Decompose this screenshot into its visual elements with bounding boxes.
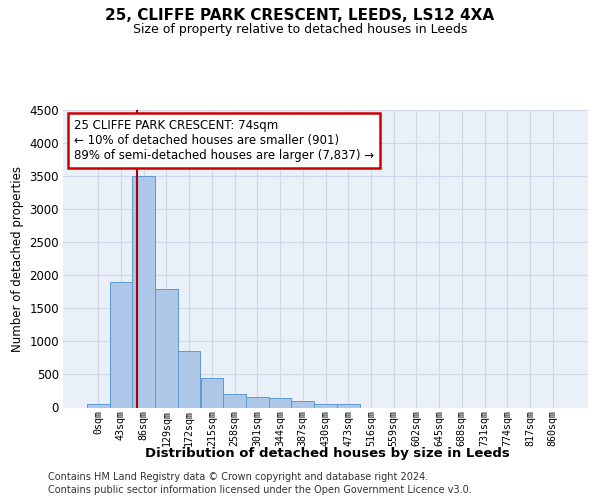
Bar [200,378,223,408]
Bar [246,398,269,407]
Text: Contains HM Land Registry data © Crown copyright and database right 2024.: Contains HM Land Registry data © Crown c… [48,472,428,482]
Text: Size of property relative to detached houses in Leeds: Size of property relative to detached ho… [133,22,467,36]
Bar [178,352,200,408]
Bar [155,288,178,408]
Text: 25, CLIFFE PARK CRESCENT, LEEDS, LS12 4XA: 25, CLIFFE PARK CRESCENT, LEEDS, LS12 4X… [106,8,494,22]
Text: 25 CLIFFE PARK CRESCENT: 74sqm
← 10% of detached houses are smaller (901)
89% of: 25 CLIFFE PARK CRESCENT: 74sqm ← 10% of … [74,119,374,162]
Bar [269,398,292,407]
Y-axis label: Number of detached properties: Number of detached properties [11,166,23,352]
Bar [337,404,359,407]
Text: Contains public sector information licensed under the Open Government Licence v3: Contains public sector information licen… [48,485,472,495]
Bar [133,176,155,408]
Bar [87,404,110,407]
Bar [223,394,246,407]
Bar [314,404,337,407]
Bar [110,282,133,408]
Bar [292,401,314,407]
Text: Distribution of detached houses by size in Leeds: Distribution of detached houses by size … [145,448,509,460]
